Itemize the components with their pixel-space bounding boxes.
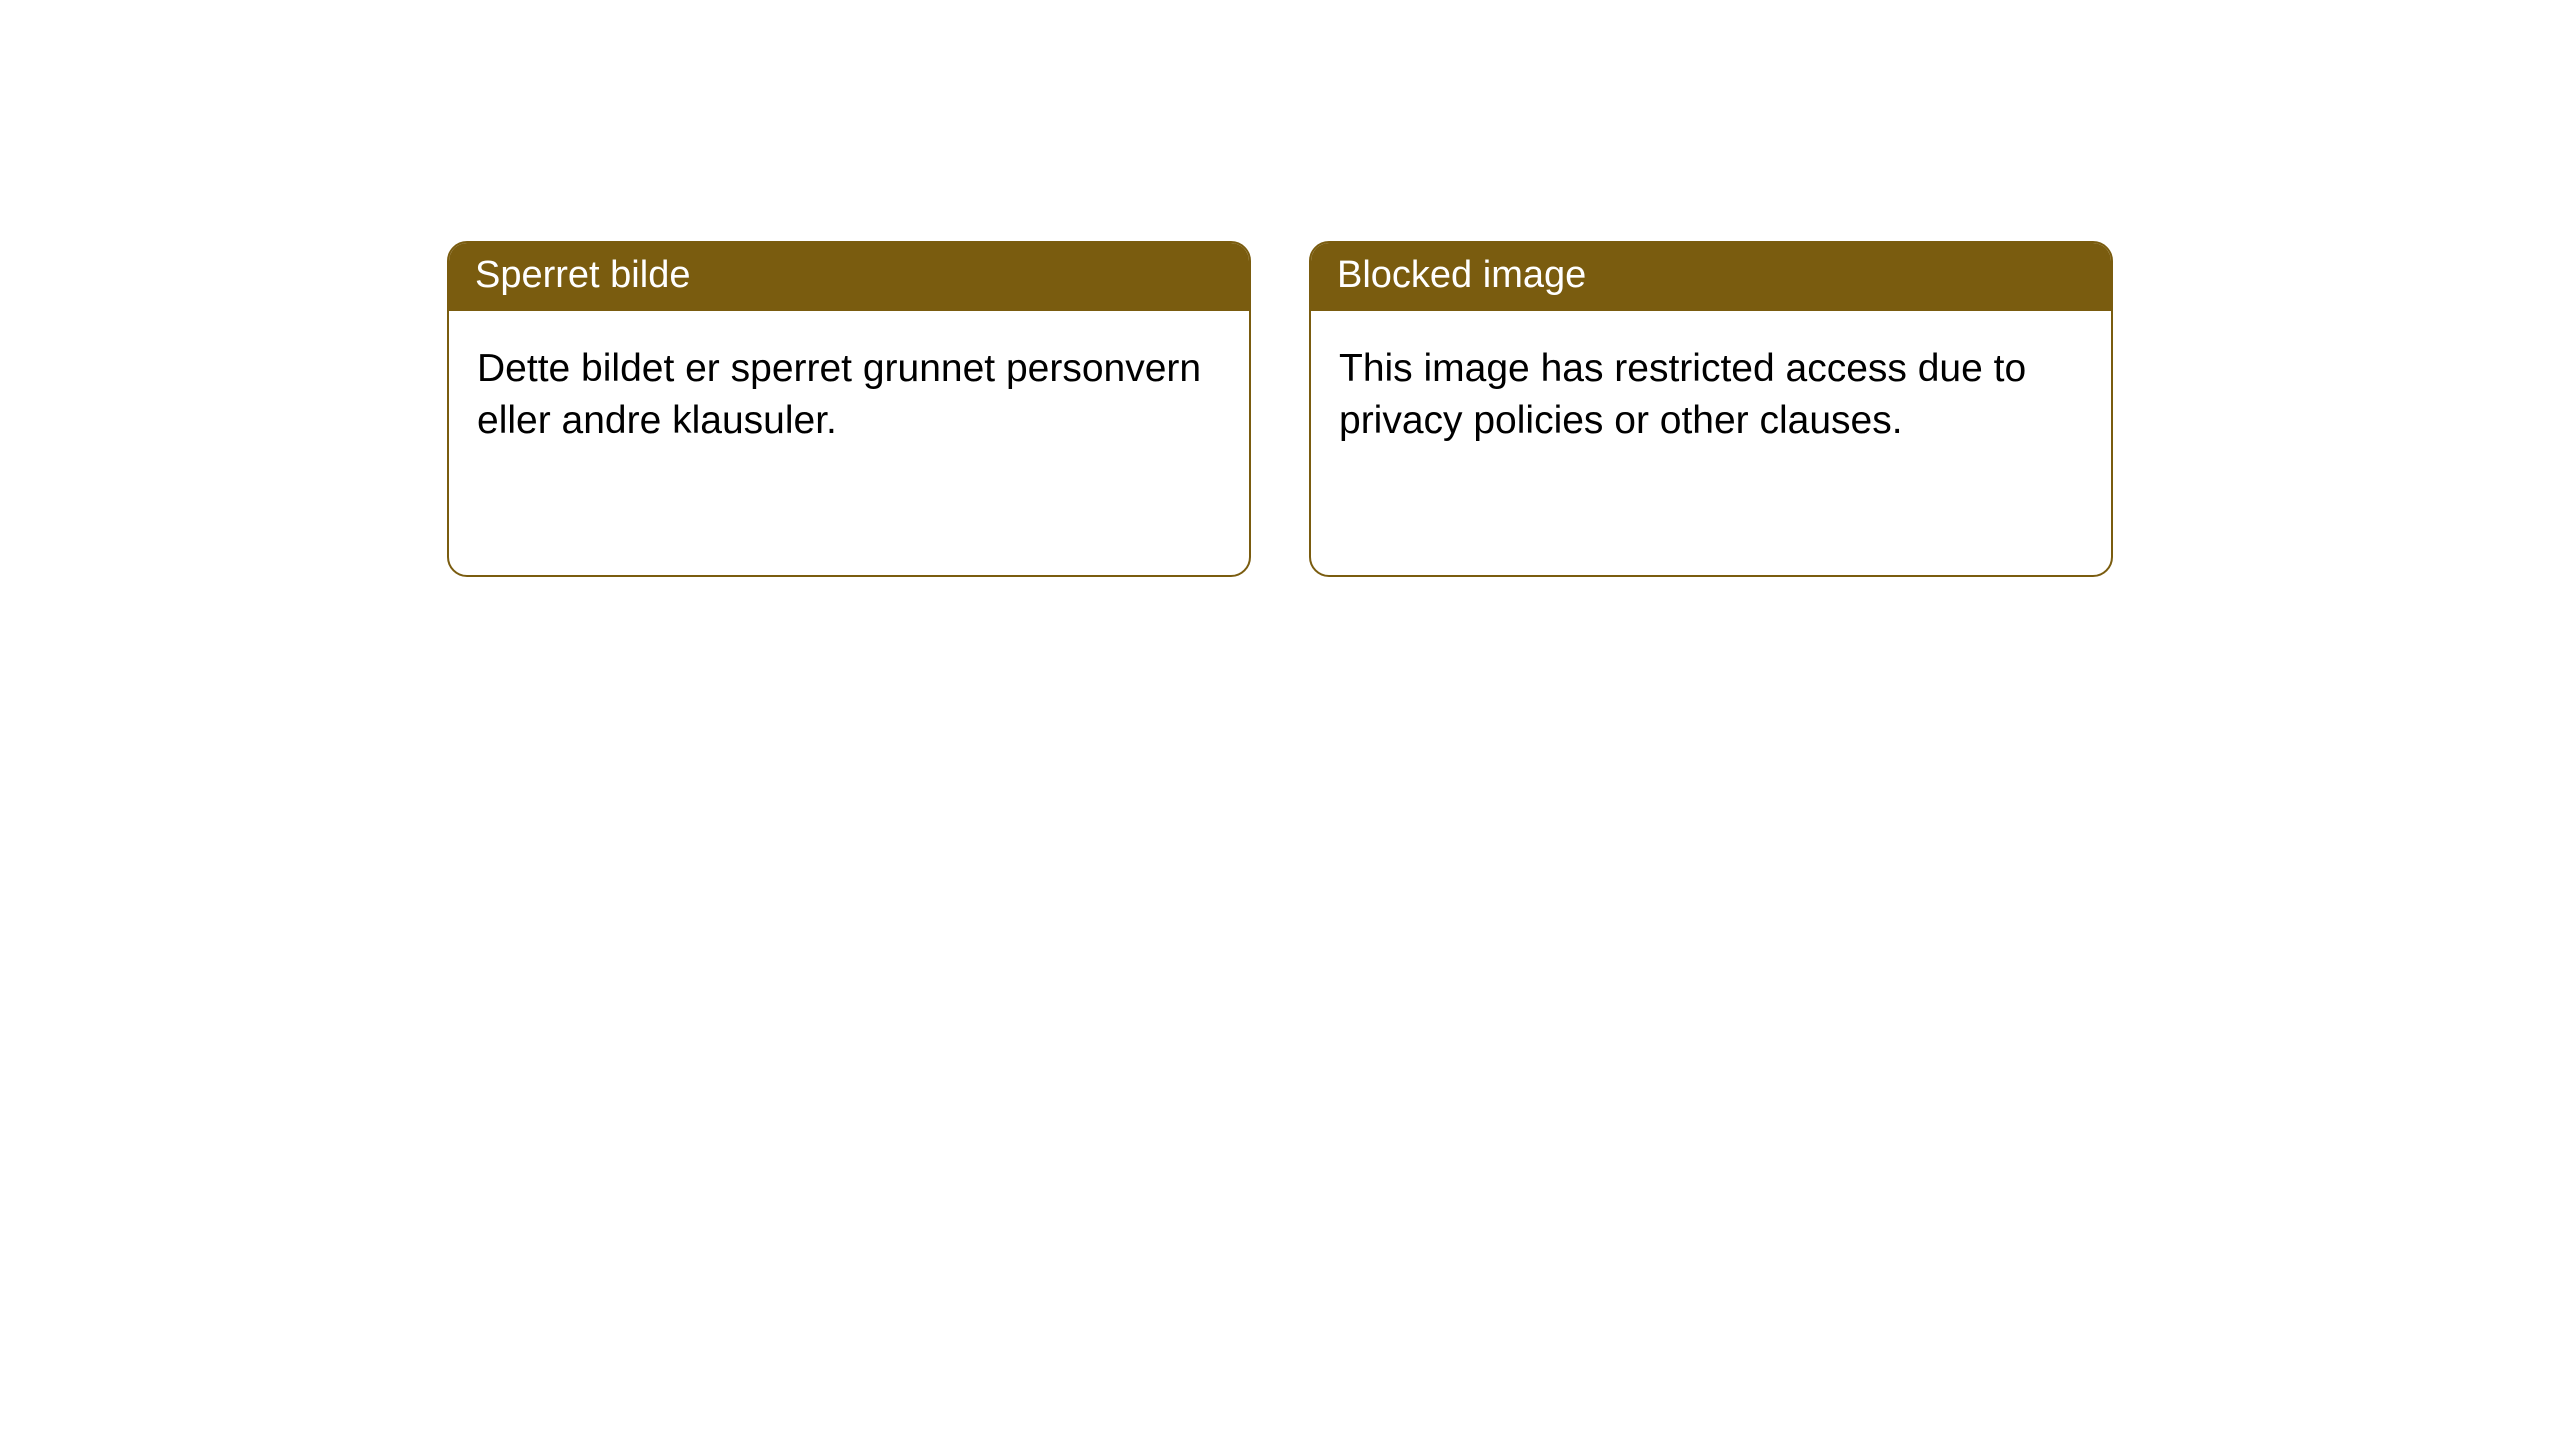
panel-title-english: Blocked image	[1311, 243, 2111, 311]
panel-body-english: This image has restricted access due to …	[1311, 311, 2111, 480]
panel-title-norwegian: Sperret bilde	[449, 243, 1249, 311]
panels-container: Sperret bilde Dette bildet er sperret gr…	[447, 241, 2113, 577]
panel-body-norwegian: Dette bildet er sperret grunnet personve…	[449, 311, 1249, 480]
panel-norwegian: Sperret bilde Dette bildet er sperret gr…	[447, 241, 1251, 577]
panel-english: Blocked image This image has restricted …	[1309, 241, 2113, 577]
